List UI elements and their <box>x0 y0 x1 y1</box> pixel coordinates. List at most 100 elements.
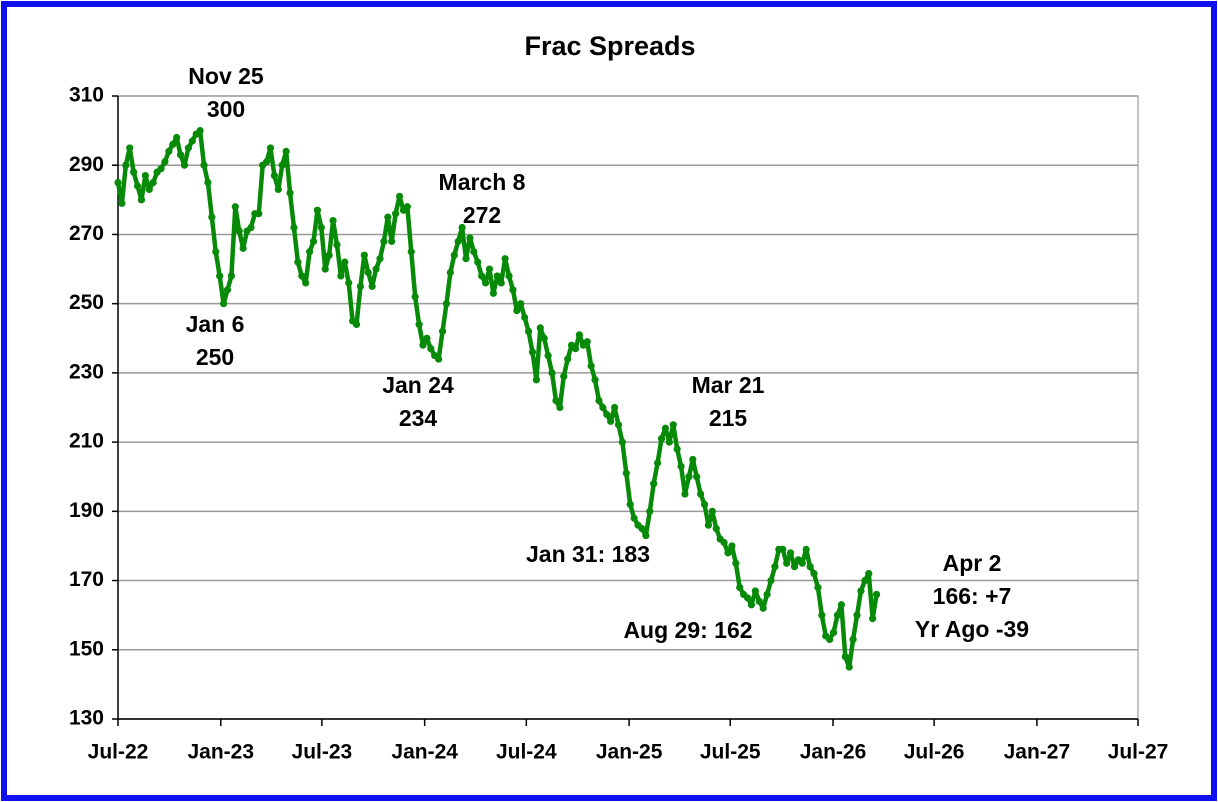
x-tick-label: Jan-24 <box>391 741 458 764</box>
data-point <box>528 348 537 356</box>
data-point <box>583 338 591 346</box>
annotation: 215 <box>709 405 748 431</box>
x-tick-label: Jul-23 <box>292 741 353 764</box>
data-point <box>392 210 400 218</box>
y-tick-label: 310 <box>69 84 104 107</box>
data-point <box>114 178 122 187</box>
y-tick-label: 150 <box>69 637 104 660</box>
data-point <box>497 279 505 287</box>
data-point <box>673 445 681 453</box>
data-point <box>130 168 138 176</box>
data-point <box>298 272 306 280</box>
data-point <box>126 144 134 152</box>
data-point <box>118 199 126 207</box>
data-point <box>411 293 419 301</box>
data-point <box>446 268 454 277</box>
data-point <box>524 327 533 335</box>
annotation: Yr Ago -39 <box>915 616 1029 642</box>
data-point <box>204 178 212 187</box>
data-point <box>415 320 423 329</box>
data-point <box>513 306 521 315</box>
data-point <box>704 521 713 529</box>
data-point <box>454 237 462 245</box>
data-point <box>470 248 478 256</box>
annotation: 234 <box>399 405 438 431</box>
data-point <box>321 265 329 273</box>
data-point <box>317 223 325 232</box>
data-point <box>747 601 756 609</box>
data-point <box>814 583 822 592</box>
data-point <box>501 255 509 263</box>
annotation: Aug 29: 162 <box>623 617 752 643</box>
data-point <box>200 161 208 169</box>
data-point <box>282 147 290 155</box>
data-point <box>665 438 673 446</box>
data-point <box>849 635 857 643</box>
data-point <box>681 490 689 498</box>
data-point <box>857 587 865 595</box>
annotation: Nov 25 <box>188 63 264 89</box>
data-point <box>603 410 611 419</box>
data-point <box>442 300 451 308</box>
data-point <box>485 265 494 273</box>
data-point <box>376 255 384 263</box>
x-tick-label: Jul-25 <box>700 741 761 764</box>
x-tick-label: Jul-26 <box>904 741 965 764</box>
data-point <box>657 435 666 443</box>
data-point <box>325 251 333 259</box>
data-point <box>806 563 814 571</box>
data-point <box>532 376 540 384</box>
data-point <box>591 376 599 384</box>
data-point <box>646 507 654 515</box>
data-point <box>654 459 662 467</box>
data-point <box>810 570 818 578</box>
data-point <box>157 165 165 173</box>
data-point <box>626 500 634 509</box>
data-point <box>763 590 771 599</box>
data-point <box>571 345 580 353</box>
data-point <box>829 628 838 637</box>
data-point <box>767 576 775 585</box>
data-point <box>587 362 595 370</box>
data-point <box>481 279 490 287</box>
data-point <box>564 355 572 363</box>
data-point <box>219 300 228 308</box>
y-tick-label: 190 <box>69 499 104 522</box>
y-tick-label: 270 <box>69 222 104 245</box>
x-tick-label: Jan-26 <box>800 741 867 764</box>
data-point <box>169 140 177 149</box>
data-point <box>517 300 525 308</box>
y-tick-label: 170 <box>69 568 104 591</box>
annotation: Jan 24 <box>382 372 454 398</box>
data-point <box>329 217 337 225</box>
data-point <box>610 403 619 412</box>
data-point <box>180 161 189 169</box>
data-point <box>661 424 670 432</box>
data-point <box>845 663 853 671</box>
data-point <box>290 223 298 232</box>
data-point <box>462 255 470 263</box>
data-point <box>196 127 204 135</box>
data-point <box>352 320 361 329</box>
data-point <box>786 549 795 557</box>
data-point <box>669 421 677 429</box>
data-point <box>493 272 501 280</box>
data-point <box>122 161 130 169</box>
annotation: Jan 6 <box>186 311 245 337</box>
data-point <box>798 559 806 567</box>
data-point <box>712 525 720 533</box>
data-point <box>458 223 466 232</box>
data-point <box>161 158 169 166</box>
data-point <box>556 403 564 412</box>
data-point <box>689 455 697 464</box>
annotation: 166: +7 <box>933 583 1012 609</box>
data-point <box>208 213 216 221</box>
data-point <box>724 549 732 557</box>
data-point <box>720 538 728 547</box>
x-tick-label: Jul-22 <box>88 741 149 764</box>
data-point <box>427 345 435 353</box>
data-point <box>743 594 752 602</box>
data-point <box>384 213 392 221</box>
data-point <box>137 196 146 204</box>
data-point <box>736 583 744 592</box>
